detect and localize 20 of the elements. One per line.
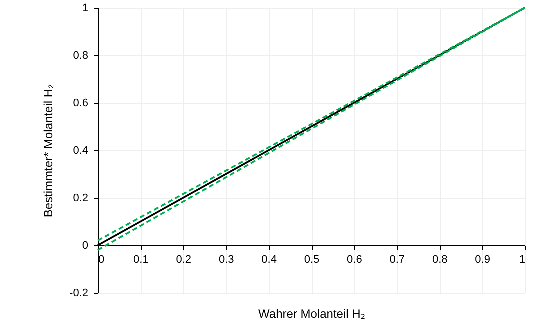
x-axis-title: Wahrer Molanteil H₂	[258, 307, 366, 321]
y-tick-label: -0.2	[70, 288, 88, 300]
x-tick-label: 0	[98, 254, 105, 266]
y-tick-label: 0.8	[73, 50, 88, 62]
x-tick-label: 0.4	[262, 254, 277, 266]
x-tick-label: 0.3	[218, 254, 234, 266]
x-tick-label: 0.7	[390, 254, 406, 266]
y-axis-title: Bestimmter* Molanteil H₂	[42, 84, 56, 218]
y-tick-label: 1	[82, 2, 88, 14]
x-tick-label: 0.5	[304, 254, 320, 266]
y-tick-label: 0.6	[73, 98, 88, 110]
y-tick-label: 0	[82, 240, 88, 252]
x-tick-label: 1	[519, 254, 526, 266]
x-tick-label: 0.1	[134, 254, 149, 266]
x-tick-label: 0.8	[432, 254, 448, 266]
x-tick-label: 0.9	[475, 254, 490, 266]
y-tick-label: 0.2	[73, 192, 88, 204]
x-tick-label: 0.2	[176, 254, 192, 266]
x-tick-label: 0.6	[347, 254, 362, 266]
y-tick-label: 0.4	[73, 145, 88, 157]
